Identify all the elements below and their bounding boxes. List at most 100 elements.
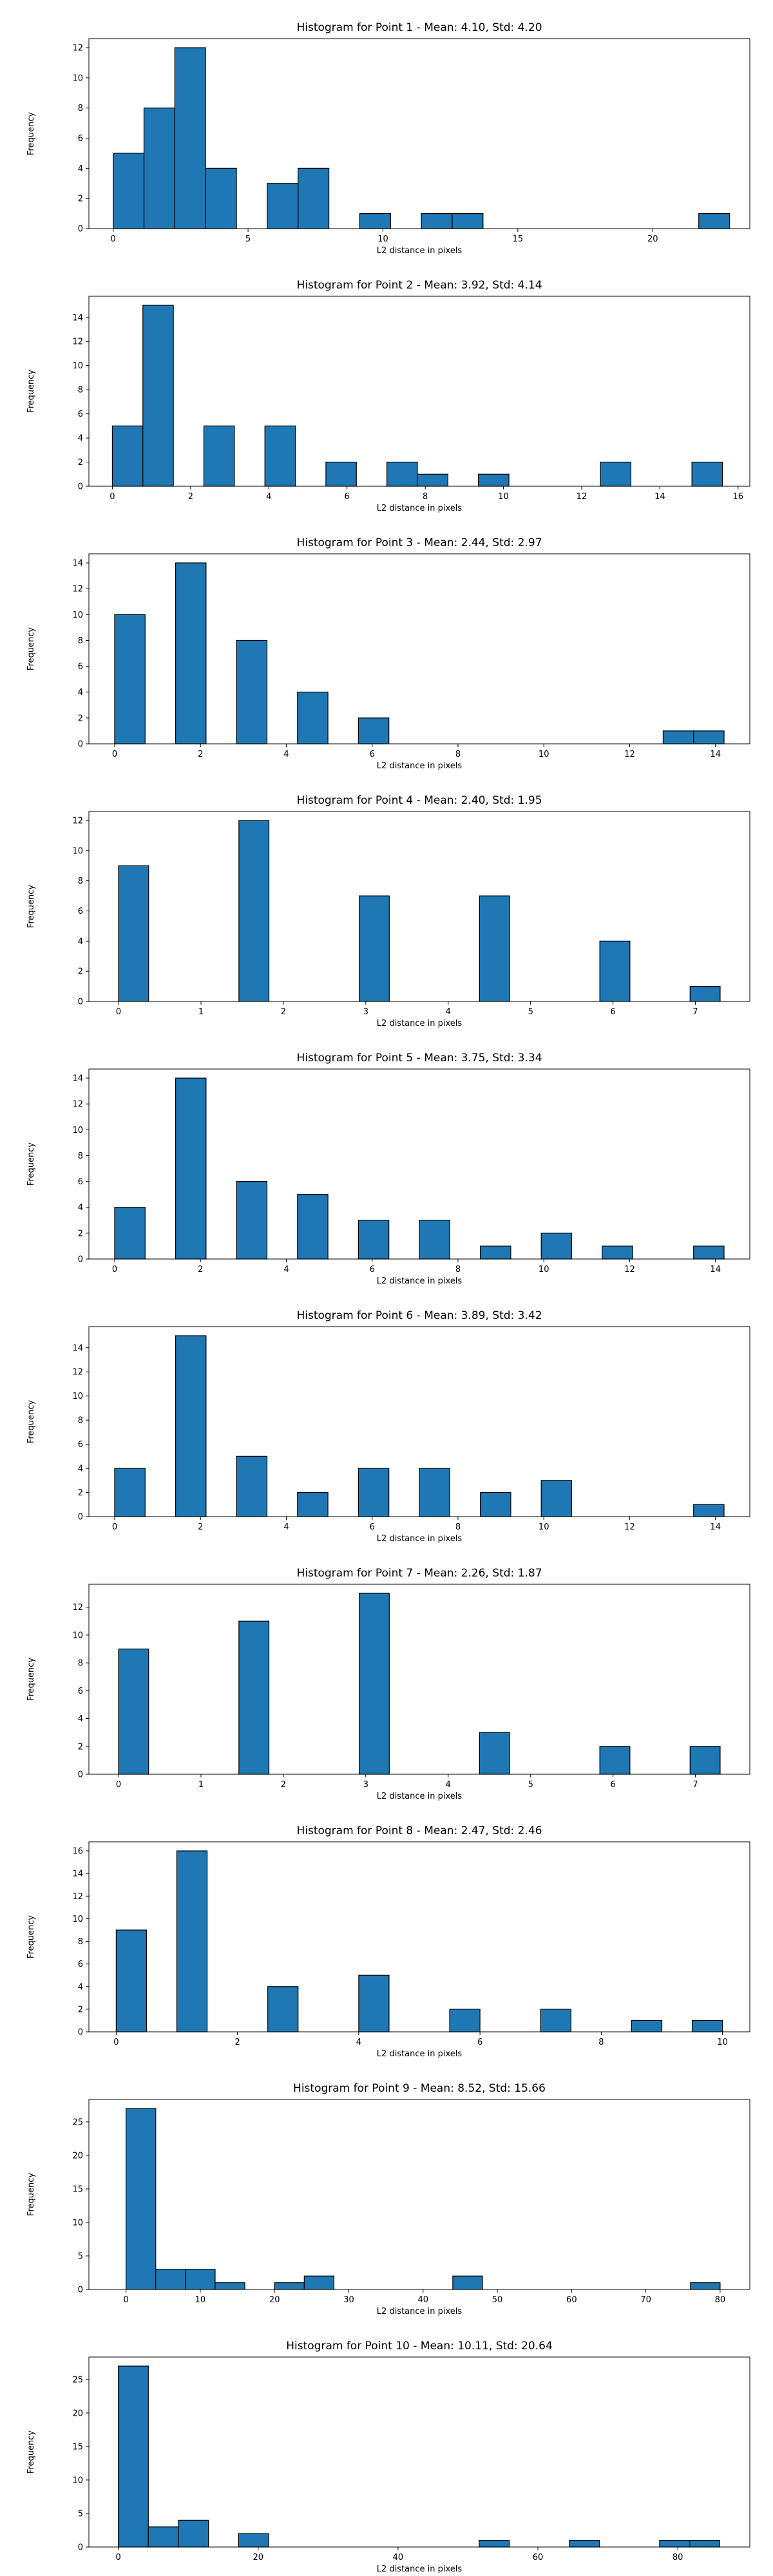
x-axis-label: L2 distance in pixels (377, 1019, 463, 1028)
x-tick-label: 5 (528, 1780, 533, 1790)
histogram-bar (689, 985, 721, 1002)
y-tick-label: 4 (78, 1714, 83, 1724)
histogram-panel-6: Histogram for Point 6 - Mean: 3.89, Std:… (26, 1309, 750, 1544)
axes-frame (88, 1584, 750, 1775)
x-tick-label: 3 (363, 1007, 368, 1017)
y-tick-label: 2 (78, 2005, 83, 2014)
y-tick-label: 2 (78, 967, 83, 977)
x-tick-label: 7 (692, 1007, 698, 1017)
y-tick-label: 14 (72, 559, 83, 569)
y-axis-label: Frequency (26, 885, 36, 928)
y-tick-label: 6 (78, 410, 83, 419)
histogram-bar (298, 167, 330, 229)
y-tick-label: 6 (78, 1177, 83, 1187)
y-tick-label: 0 (78, 225, 83, 234)
histogram-bar (689, 2539, 720, 2548)
x-axis-label: L2 distance in pixels (377, 2049, 463, 2059)
histogram-bar (174, 47, 206, 229)
x-tick-label: 0 (112, 1522, 117, 1532)
histogram-bar (236, 1180, 268, 1260)
histogram-panel-1: Histogram for Point 1 - Mean: 4.10, Std:… (26, 21, 750, 256)
histogram-bar (631, 2020, 663, 2032)
y-tick-label: 8 (78, 1937, 83, 1947)
histogram-bar (264, 425, 296, 487)
x-tick-label: 8 (598, 2038, 604, 2047)
histogram-panel-8: Histogram for Point 8 - Mean: 2.47, Std:… (26, 1824, 750, 2059)
histogram-bar (449, 2009, 481, 2032)
x-axis-label: L2 distance in pixels (377, 1276, 463, 1286)
x-tick-label: 6 (370, 1522, 375, 1532)
histogram-bar (662, 730, 694, 744)
y-tick-label: 4 (78, 937, 83, 947)
x-tick-label: 6 (370, 750, 375, 759)
y-tick-label: 5 (78, 2251, 83, 2261)
x-tick-label: 14 (710, 1522, 721, 1532)
x-tick-label: 3 (363, 1780, 368, 1790)
histogram-bar (175, 1335, 207, 1517)
y-tick-label: 12 (72, 1603, 83, 1613)
histogram-bar (540, 2009, 571, 2032)
x-tick-label: 10 (377, 234, 388, 244)
y-tick-label: 12 (72, 817, 83, 826)
x-tick-label: 7 (692, 1780, 698, 1790)
histogram-bar (238, 820, 270, 1002)
x-tick-label: 5 (245, 234, 251, 244)
y-tick-label: 0 (78, 2028, 83, 2038)
y-tick-label: 0 (78, 1513, 83, 1522)
x-tick-label: 6 (370, 1265, 375, 1274)
histogram-bar (236, 1455, 268, 1517)
axes-frame (88, 1841, 750, 2032)
x-tick-label: 5 (528, 1007, 533, 1017)
histogram-panel-7: Histogram for Point 7 - Mean: 2.26, Std:… (26, 1567, 750, 1801)
x-tick-label: 4 (446, 1780, 451, 1790)
histogram-bar (600, 461, 632, 487)
y-tick-label: 12 (72, 1368, 83, 1378)
y-tick-label: 10 (72, 73, 83, 83)
histogram-bar (267, 183, 299, 229)
y-tick-label: 0 (78, 740, 83, 750)
histogram-bar (421, 213, 453, 229)
y-axis-label: Frequency (26, 1915, 36, 1958)
y-tick-label: 20 (72, 2409, 83, 2418)
x-tick-label: 10 (539, 750, 549, 759)
histogram-bar (236, 639, 268, 744)
histogram-bar (358, 1975, 390, 2032)
x-axis-label: L2 distance in pixels (377, 1792, 463, 1801)
x-tick-label: 2 (198, 750, 203, 759)
x-tick-label: 14 (654, 492, 665, 502)
y-axis-label: Frequency (26, 370, 36, 413)
chart-title: Histogram for Point 1 - Mean: 4.10, Std:… (296, 21, 542, 34)
y-tick-label: 10 (72, 2476, 83, 2485)
y-tick-label: 10 (72, 846, 83, 856)
histogram-panel-10: Histogram for Point 10 - Mean: 10.11, St… (26, 2340, 750, 2574)
x-tick-label: 12 (624, 1522, 635, 1532)
x-tick-label: 4 (283, 750, 289, 759)
axes-frame (88, 1326, 750, 1517)
chart-title: Histogram for Point 9 - Mean: 8.52, Std:… (293, 2082, 546, 2095)
y-tick-label: 10 (72, 1392, 83, 1401)
x-tick-label: 0 (112, 1265, 117, 1274)
chart-title: Histogram for Point 6 - Mean: 3.89, Std:… (296, 1309, 542, 1322)
x-tick-label: 4 (283, 1522, 289, 1532)
histogram-bar (693, 1245, 725, 1260)
y-tick-label: 0 (78, 2286, 83, 2295)
axes-frame (88, 1068, 750, 1260)
y-tick-label: 10 (72, 611, 83, 620)
histogram-bar (602, 1245, 633, 1260)
x-tick-label: 10 (539, 1265, 549, 1274)
y-tick-label: 8 (78, 1659, 83, 1669)
x-tick-label: 20 (647, 234, 658, 244)
x-tick-label: 6 (610, 1007, 615, 1017)
x-tick-label: 1 (198, 1007, 204, 1017)
axes-frame (88, 811, 750, 1002)
histogram-panel-2: Histogram for Point 2 - Mean: 3.92, Std:… (26, 279, 750, 513)
histogram-bar (118, 2365, 149, 2548)
x-tick-label: 14 (710, 750, 721, 759)
x-tick-label: 70 (640, 2295, 651, 2305)
x-tick-label: 2 (198, 1522, 203, 1532)
y-axis-label: Frequency (26, 1658, 36, 1701)
histogram-bar (417, 473, 448, 487)
x-tick-label: 40 (393, 2553, 404, 2562)
x-axis-label: L2 distance in pixels (377, 504, 463, 513)
x-tick-label: 14 (710, 1265, 721, 1274)
